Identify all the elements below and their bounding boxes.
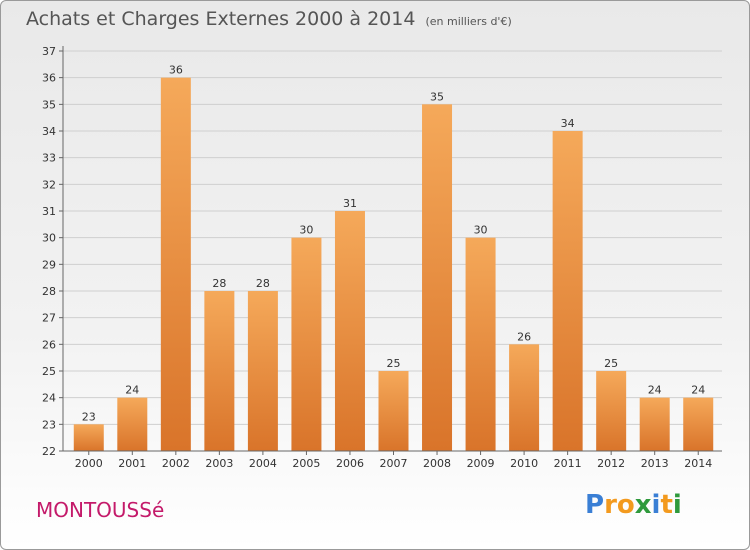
x-tick-label: 2008 — [423, 457, 451, 470]
bar — [160, 77, 191, 452]
bar-value-label: 25 — [387, 357, 401, 370]
y-tick-label: 28 — [42, 285, 56, 298]
y-tick-label: 36 — [42, 72, 56, 85]
y-tick-label: 25 — [42, 365, 56, 378]
bar-value-label: 24 — [691, 384, 705, 397]
y-tick-label: 34 — [42, 125, 56, 138]
commune-name: MONTOUSSé — [36, 498, 165, 522]
logo-letter: P — [585, 490, 605, 520]
bars: 23 24 36 28 28 30 31 25 35 30 26 34 25 24 24 — [73, 64, 714, 452]
x-tick-label: 2004 — [249, 457, 277, 470]
logo-letter: i — [672, 490, 682, 520]
bar-value-label: 28 — [256, 277, 270, 290]
bar-value-label: 36 — [169, 64, 183, 77]
bar-value-label: 25 — [604, 357, 618, 370]
x-tick-label: 2010 — [510, 457, 538, 470]
logo-letter: t — [660, 490, 673, 520]
y-tick-label: 37 — [42, 45, 56, 58]
x-tick-label: 2003 — [205, 457, 233, 470]
chart-subtitle: (en milliers d'€) — [425, 15, 512, 28]
bar — [247, 291, 278, 451]
proxiti-logo: Proxiti — [585, 490, 682, 520]
y-tick-label: 31 — [42, 205, 56, 218]
x-tick-label: 2001 — [118, 457, 146, 470]
bar-value-label: 28 — [212, 277, 226, 290]
x-tick-label: 2014 — [684, 457, 712, 470]
x-axis-ticks: 2000 2001 2002 2003 2004 2005 2006 2007 2008 2009… — [75, 451, 712, 470]
axes — [62, 46, 722, 452]
logo-letter: o — [616, 490, 635, 520]
bar-value-label: 34 — [561, 117, 575, 130]
logo-letter: i — [651, 490, 661, 520]
chart-title: Achats et Charges Externes 2000 à 2014 — [26, 8, 416, 30]
x-tick-label: 2000 — [75, 457, 103, 470]
x-tick-label: 2011 — [554, 457, 582, 470]
bar-value-label: 35 — [430, 90, 444, 103]
bar — [639, 397, 670, 451]
y-tick-label: 24 — [42, 392, 56, 405]
y-tick-label: 35 — [42, 98, 56, 111]
bar — [683, 397, 714, 451]
x-tick-label: 2006 — [336, 457, 364, 470]
bar-value-label: 23 — [82, 410, 96, 423]
bar — [596, 371, 627, 451]
bar-value-label: 24 — [648, 384, 662, 397]
bar-value-label: 26 — [517, 330, 531, 343]
y-tick-label: 26 — [42, 338, 56, 351]
bar-value-label: 24 — [125, 384, 139, 397]
y-axis-ticks: 22 23 24 25 26 27 28 29 30 31 32 33 34 35 36 37 — [42, 45, 63, 458]
bar — [509, 344, 540, 451]
bar-value-label: 30 — [474, 224, 488, 237]
y-tick-label: 30 — [42, 232, 56, 245]
bar-value-label: 31 — [343, 197, 357, 210]
logo-letter: r — [604, 490, 617, 520]
bar — [552, 131, 583, 451]
x-tick-label: 2012 — [597, 457, 625, 470]
bar — [117, 397, 148, 451]
bar — [465, 237, 496, 451]
logo-letter: x — [634, 490, 652, 520]
y-tick-label: 33 — [42, 152, 56, 165]
y-tick-label: 29 — [42, 258, 56, 271]
y-tick-label: 27 — [42, 312, 56, 325]
bar — [378, 371, 409, 451]
y-tick-label: 32 — [42, 178, 56, 191]
bar — [73, 424, 104, 451]
bar — [204, 291, 235, 451]
y-tick-label: 23 — [42, 418, 56, 431]
title-row: Achats et Charges Externes 2000 à 2014 (e… — [26, 8, 512, 30]
bar-value-label: 30 — [299, 224, 313, 237]
y-tick-label: 22 — [42, 445, 56, 458]
x-tick-label: 2013 — [641, 457, 669, 470]
x-tick-label: 2002 — [162, 457, 190, 470]
bar — [422, 104, 453, 451]
x-tick-label: 2005 — [292, 457, 320, 470]
bar — [334, 211, 365, 451]
x-tick-label: 2007 — [380, 457, 408, 470]
bar — [291, 237, 322, 451]
x-tick-label: 2009 — [467, 457, 495, 470]
